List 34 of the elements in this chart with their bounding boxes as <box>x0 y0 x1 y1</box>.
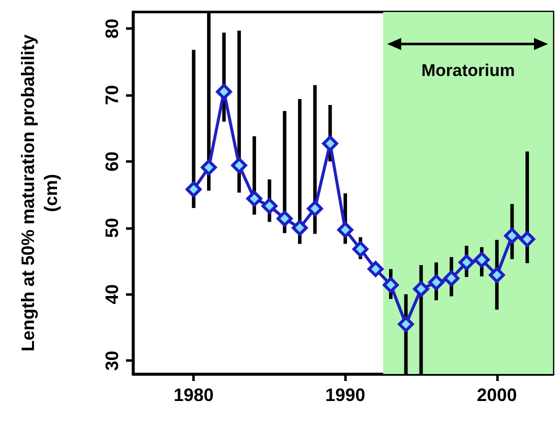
point <box>322 136 338 152</box>
y-tick-label: 30 <box>102 350 122 371</box>
point <box>428 274 444 290</box>
point <box>488 267 505 284</box>
band-label: Moratorium <box>421 61 515 80</box>
point <box>382 276 399 293</box>
point <box>352 241 368 258</box>
point <box>261 198 278 214</box>
point <box>458 254 475 270</box>
y-tick-label: 50 <box>102 218 122 238</box>
point <box>231 157 248 174</box>
point <box>276 210 293 227</box>
point <box>200 159 217 176</box>
x-tick-label: 1980 <box>174 385 214 405</box>
point <box>292 220 308 236</box>
x-tick-label: 2000 <box>476 385 517 405</box>
point <box>306 200 323 217</box>
point <box>337 222 354 238</box>
point <box>398 316 414 332</box>
x-tick-label: 1990 <box>325 385 366 405</box>
point <box>443 270 460 286</box>
point <box>504 228 520 244</box>
point <box>216 84 232 100</box>
point <box>474 252 490 268</box>
y-axis-title: Length at 50% maturation probability (cm) <box>17 33 62 354</box>
point <box>246 190 262 207</box>
point <box>368 261 384 278</box>
y-tick-label: 70 <box>102 85 122 106</box>
point <box>413 280 430 297</box>
y-tick-label: 60 <box>102 151 122 172</box>
y-tick-label: 40 <box>102 284 122 304</box>
y-tick-label: 80 <box>102 18 122 39</box>
point <box>519 231 536 248</box>
point <box>186 181 202 198</box>
